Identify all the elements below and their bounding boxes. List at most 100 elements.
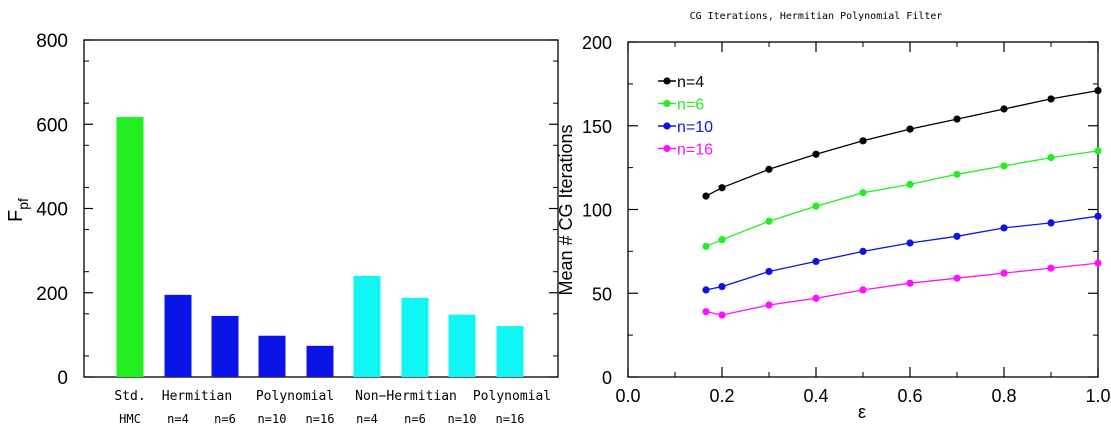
bar-group-label: Std. — [114, 389, 145, 404]
data-point — [702, 242, 710, 250]
line-x-tick-label: 0.4 — [803, 386, 828, 406]
bar-category-label: n=16 — [306, 412, 335, 425]
legend-marker — [663, 122, 671, 130]
line-y-tick-label: 150 — [582, 117, 612, 137]
bar-group-label: Polynomial — [473, 389, 551, 404]
data-point — [859, 286, 867, 294]
line-chart-title: CG Iterations, Hermitian Polynomial Filt… — [690, 11, 943, 22]
bar-category-label: n=6 — [214, 412, 236, 425]
bar-group-label: Non−Hermitian — [355, 389, 457, 404]
data-point — [718, 184, 726, 192]
line-x-tick-label: 0.2 — [709, 386, 734, 406]
data-point — [1000, 162, 1008, 170]
bar-y-tick-label: 200 — [36, 284, 68, 305]
line-chart-xlabel: ε — [858, 402, 866, 422]
series-line — [705, 262, 1099, 316]
data-point — [859, 189, 867, 197]
series-line — [705, 89, 1099, 197]
bar — [116, 117, 144, 378]
bar — [401, 297, 429, 377]
series-line — [705, 215, 1099, 291]
line-y-tick-label: 50 — [592, 284, 612, 304]
bar-y-tick-label: 0 — [57, 368, 68, 389]
legend-label: n=16 — [677, 142, 713, 159]
line-y-tick-label: 0 — [602, 368, 612, 388]
data-point — [906, 180, 914, 188]
bar-category-label: n=6 — [404, 412, 426, 425]
series-line — [705, 150, 1099, 247]
data-point — [1094, 212, 1102, 220]
legend-label: n=10 — [677, 119, 713, 136]
line-chart-ylabel: Mean # CG Iterations — [556, 124, 576, 295]
bar-category-label: n=10 — [448, 412, 477, 425]
legend-label: n=4 — [677, 74, 704, 91]
bar — [353, 275, 381, 377]
data-point — [765, 165, 773, 173]
data-point — [1094, 86, 1102, 95]
data-point — [1000, 224, 1008, 232]
data-point — [1047, 264, 1055, 272]
data-point — [859, 137, 867, 145]
legend-marker — [663, 77, 671, 85]
bar — [448, 314, 476, 377]
bar — [496, 326, 524, 377]
data-point — [1094, 259, 1102, 267]
data-point — [812, 202, 820, 210]
line-chart: CG Iterations, Hermitian Polynomial Filt… — [556, 11, 1111, 422]
data-point — [953, 115, 961, 123]
data-point — [718, 311, 726, 319]
legend-marker — [663, 144, 671, 153]
line-chart-frame — [627, 41, 1099, 378]
data-point — [702, 308, 710, 316]
bar-group-label: Polynomial — [256, 389, 334, 404]
data-point — [953, 232, 961, 240]
bar — [211, 315, 239, 377]
data-point — [812, 294, 820, 302]
legend-label: n=6 — [677, 97, 704, 114]
bar-chart: 0 200 400 600 800 Std. Hermitian Polynomial Non… — [5, 31, 559, 426]
data-point — [1000, 105, 1008, 113]
line-x-tick-label: 0.8 — [991, 386, 1016, 406]
data-point — [1000, 269, 1008, 277]
bar-y-tick-label: 400 — [36, 200, 68, 221]
bar — [164, 294, 192, 377]
data-point — [906, 239, 914, 247]
bar — [258, 335, 286, 377]
data-point — [953, 274, 961, 282]
bar-chart-frame — [83, 39, 559, 378]
bar-category-label: n=16 — [496, 412, 525, 425]
data-point — [765, 217, 773, 225]
data-point — [859, 247, 867, 255]
data-point — [702, 286, 710, 294]
line-y-tick-label: 100 — [582, 201, 612, 221]
bar-category-label: n=4 — [356, 412, 378, 425]
line-x-tick-label: 0.6 — [897, 386, 922, 406]
data-point — [1047, 95, 1055, 103]
line-y-tick-label: 200 — [582, 33, 612, 53]
data-point — [812, 150, 820, 158]
line-x-tick-label: 0.0 — [615, 386, 640, 406]
data-point — [702, 192, 710, 200]
bar — [306, 345, 334, 377]
data-point — [718, 236, 726, 244]
bar-group-label: Hermitian — [162, 389, 232, 404]
data-point — [1094, 147, 1102, 155]
data-point — [1047, 153, 1055, 162]
legend-marker — [663, 99, 671, 108]
data-point — [765, 301, 773, 309]
bar-y-tick-label: 800 — [36, 31, 68, 52]
data-point — [906, 125, 914, 133]
bar-category-label: n=10 — [258, 412, 287, 425]
data-point — [953, 170, 961, 178]
data-point — [1047, 219, 1055, 227]
bar-category-label: n=4 — [167, 412, 189, 425]
bar-category-label: HMC — [119, 412, 141, 425]
data-point — [906, 279, 914, 287]
data-point — [718, 282, 726, 291]
data-point — [812, 257, 820, 266]
data-point — [765, 267, 773, 276]
bar-chart-ylabel: Fpf — [5, 198, 31, 222]
line-x-tick-label: 1.0 — [1085, 386, 1110, 406]
bar-y-tick-label: 600 — [36, 115, 68, 136]
